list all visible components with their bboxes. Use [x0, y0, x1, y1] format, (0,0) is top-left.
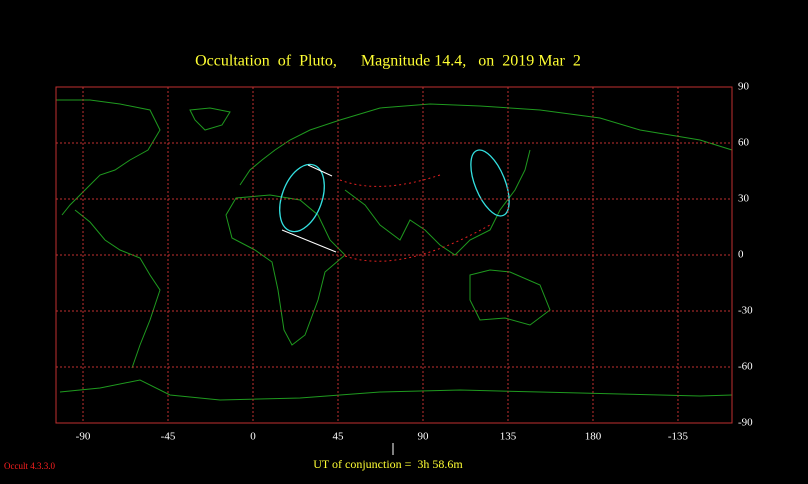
path-curve	[339, 174, 441, 187]
y-tick-label: 30	[738, 193, 750, 205]
y-tick-label: -30	[738, 305, 753, 317]
y-tick-label: 60	[738, 137, 750, 149]
coastline	[225, 194, 346, 346]
shadow-limit	[470, 149, 510, 217]
coastline	[239, 103, 733, 186]
limit-line	[281, 229, 337, 253]
coastline	[74, 209, 161, 369]
coastline	[189, 107, 231, 131]
shadow-path	[279, 149, 510, 262]
map-frame	[55, 86, 733, 424]
conjunction-label: UT of conjunction = 3h 58.6m	[313, 457, 463, 471]
y-tick-label: 90	[738, 81, 750, 93]
x-tick-label: -45	[161, 431, 176, 443]
coastline	[344, 149, 531, 256]
coastline	[59, 379, 733, 401]
y-tick-label: -60	[738, 361, 753, 373]
y-tick-label: 0	[738, 249, 744, 261]
limit-line	[307, 164, 333, 177]
x-tick-label: 135	[500, 431, 517, 443]
x-tick-label: 180	[585, 431, 602, 443]
x-tick-label: 0	[250, 431, 256, 443]
coastline	[469, 269, 551, 326]
title: Occultation of Pluto, Magnitude 14.4, on…	[195, 53, 581, 70]
coastline	[56, 99, 161, 216]
coastlines	[56, 99, 733, 401]
shadow-limit	[279, 163, 325, 233]
x-tick-label: 90	[417, 431, 429, 443]
x-tick-label: 45	[332, 431, 344, 443]
y-tick-label: -90	[738, 417, 753, 429]
x-tick-label: -135	[668, 431, 689, 443]
version-label: Occult 4.3.3.0	[4, 461, 55, 471]
x-tick-label: -90	[76, 431, 91, 443]
